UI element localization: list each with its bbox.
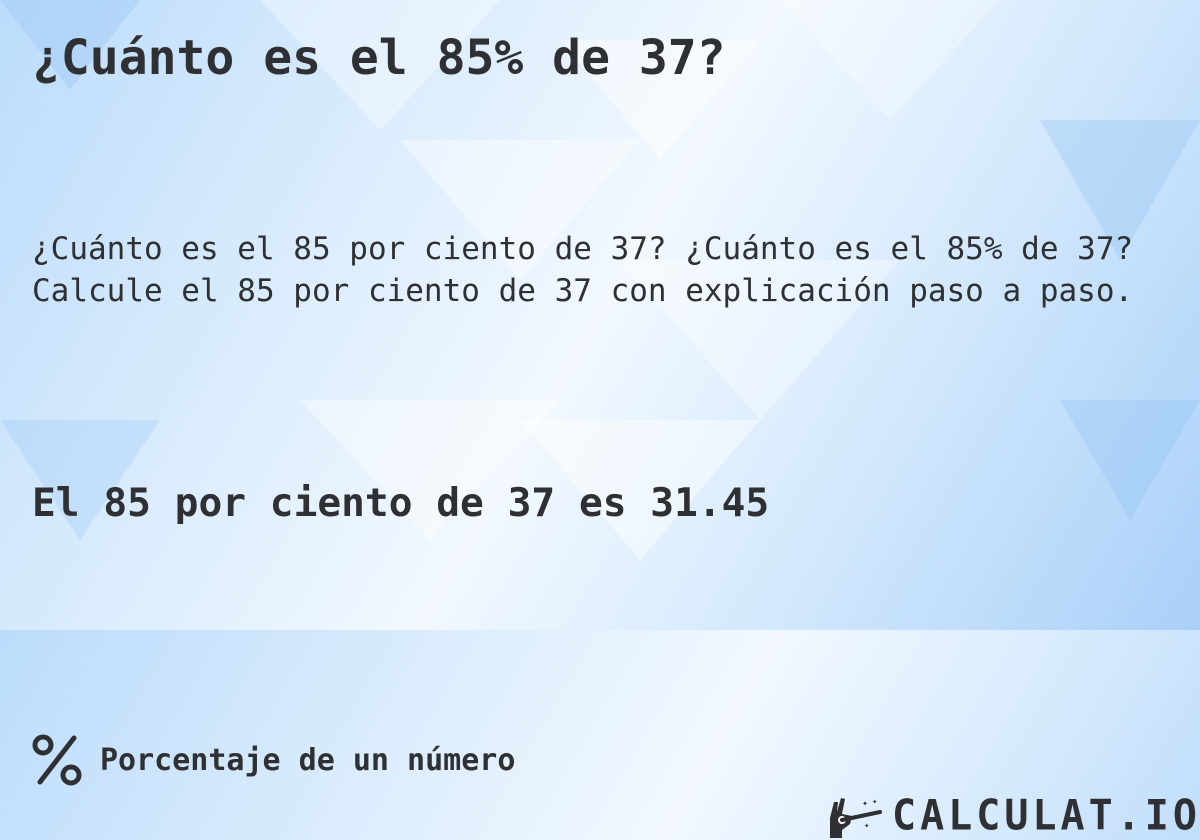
percent-icon: [32, 734, 82, 786]
svg-text:✦: ✦: [862, 798, 868, 809]
logo-text: CALCULAT.IO: [892, 791, 1200, 840]
triangle-pattern-background: [0, 0, 1200, 540]
category-label: Porcentaje de un número: [100, 742, 516, 778]
description: ¿Cuánto es el 85 por ciento de 37? ¿Cuán…: [32, 228, 1200, 312]
category: Porcentaje de un número: [32, 734, 1200, 786]
result-text: El 85 por ciento de 37 es 31.45: [32, 480, 770, 526]
magic-hand-wand-icon: ✦ ✦ ✦: [830, 797, 882, 838]
description-line: Calcule el 85 por ciento de 37 con expli…: [32, 273, 1134, 309]
svg-text:✦: ✦: [864, 821, 870, 831]
calculat-io-logo: ✦ ✦ ✦ CALCULAT.IO: [828, 791, 1200, 840]
description-line: ¿Cuánto es el 85 por ciento de 37? ¿Cuán…: [32, 231, 1134, 267]
page-title: ¿Cuánto es el 85% de 37?: [32, 30, 726, 86]
svg-text:✦: ✦: [872, 797, 878, 807]
